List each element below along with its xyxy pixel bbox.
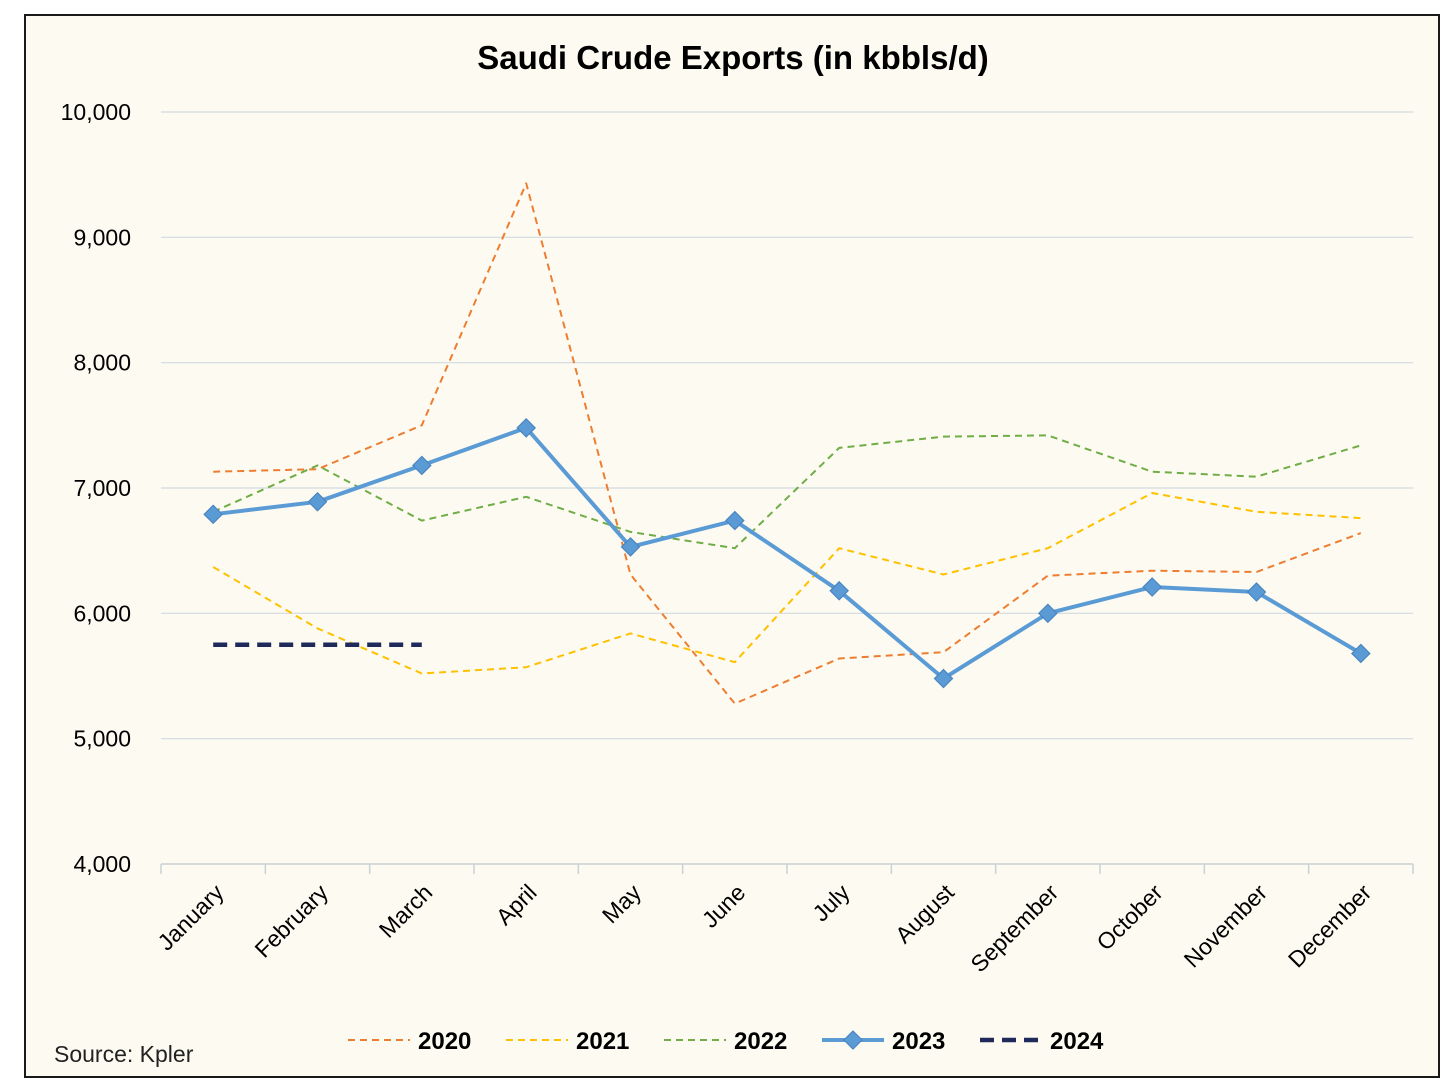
x-tick-label: February — [250, 879, 334, 963]
legend-label-2022: 2022 — [734, 1028, 787, 1055]
legend-marker-2023 — [843, 1030, 863, 1050]
x-tick-label: October — [1091, 879, 1167, 955]
legend: 2020 2021 2022 2023 2024 — [348, 1028, 1104, 1055]
series-line-2021 — [212, 492, 1361, 675]
series-line-2022 — [212, 434, 1362, 550]
legend-item-2021: 2021 — [506, 1028, 629, 1055]
data-point-2023 — [411, 455, 432, 476]
data-point-2023 — [620, 537, 641, 557]
series-line-2020 — [213, 182, 1362, 705]
y-tick-label: 8,000 — [73, 350, 131, 376]
series-2023 — [203, 417, 1371, 689]
y-tick-label: 9,000 — [73, 224, 131, 250]
legend-item-2022: 2022 — [664, 1028, 787, 1055]
series-2020 — [213, 182, 1362, 705]
x-tick-label: May — [597, 879, 646, 928]
y-tick-label: 5,000 — [73, 726, 131, 752]
series-line-2023 — [212, 425, 1362, 681]
x-tick-label: November — [1179, 879, 1273, 973]
y-tick-label: 6,000 — [73, 600, 131, 626]
legend-label-2021: 2021 — [576, 1028, 629, 1055]
x-tick-label: January — [152, 879, 229, 956]
data-point-2023 — [307, 491, 328, 512]
chart-canvas: Saudi Crude Exports (in kbbls/d) 4,000 5,… — [54, 39, 1414, 1067]
x-tick-label: June — [697, 879, 751, 933]
chart-frame: Saudi Crude Exports (in kbbls/d) 4,000 5,… — [24, 14, 1440, 1078]
legend-item-2024: 2024 — [980, 1028, 1104, 1055]
y-tick-label: 4,000 — [73, 851, 131, 877]
legend-label-2024: 2024 — [1050, 1028, 1104, 1055]
data-point-2023 — [203, 504, 224, 525]
data-point-2023 — [933, 668, 954, 689]
y-tick-label: 10,000 — [61, 99, 131, 125]
x-tick-label: March — [374, 879, 438, 943]
data-point-2023 — [1142, 577, 1163, 597]
data-point-2023 — [1350, 643, 1371, 664]
data-point-2023 — [829, 580, 850, 601]
x-tick-label: December — [1283, 879, 1377, 973]
legend-item-2020: 2020 — [348, 1028, 471, 1055]
data-point-2023 — [516, 417, 537, 438]
data-point-2023 — [1037, 603, 1058, 624]
data-point-2023 — [1246, 582, 1267, 602]
plot-series — [203, 182, 1371, 705]
axes: 4,000 5,000 6,000 7,000 8,000 9,000 10,000 Janu… — [61, 99, 1414, 977]
x-tick-label: April — [491, 879, 542, 930]
data-point-2023 — [724, 510, 745, 531]
legend-label-2020: 2020 — [418, 1028, 471, 1055]
gridlines — [161, 111, 1413, 740]
series-2021 — [212, 492, 1361, 675]
legend-item-2023: 2023 — [822, 1028, 945, 1055]
legend-label-2023: 2023 — [892, 1028, 945, 1055]
x-tick-label: July — [807, 879, 855, 927]
series-2022 — [212, 434, 1362, 550]
x-tick-label: September — [965, 879, 1063, 977]
source-note: Source: Kpler — [54, 1041, 194, 1067]
chart-title: Saudi Crude Exports (in kbbls/d) — [477, 39, 989, 76]
y-tick-label: 7,000 — [73, 475, 131, 501]
x-tick-label: August — [890, 879, 959, 948]
